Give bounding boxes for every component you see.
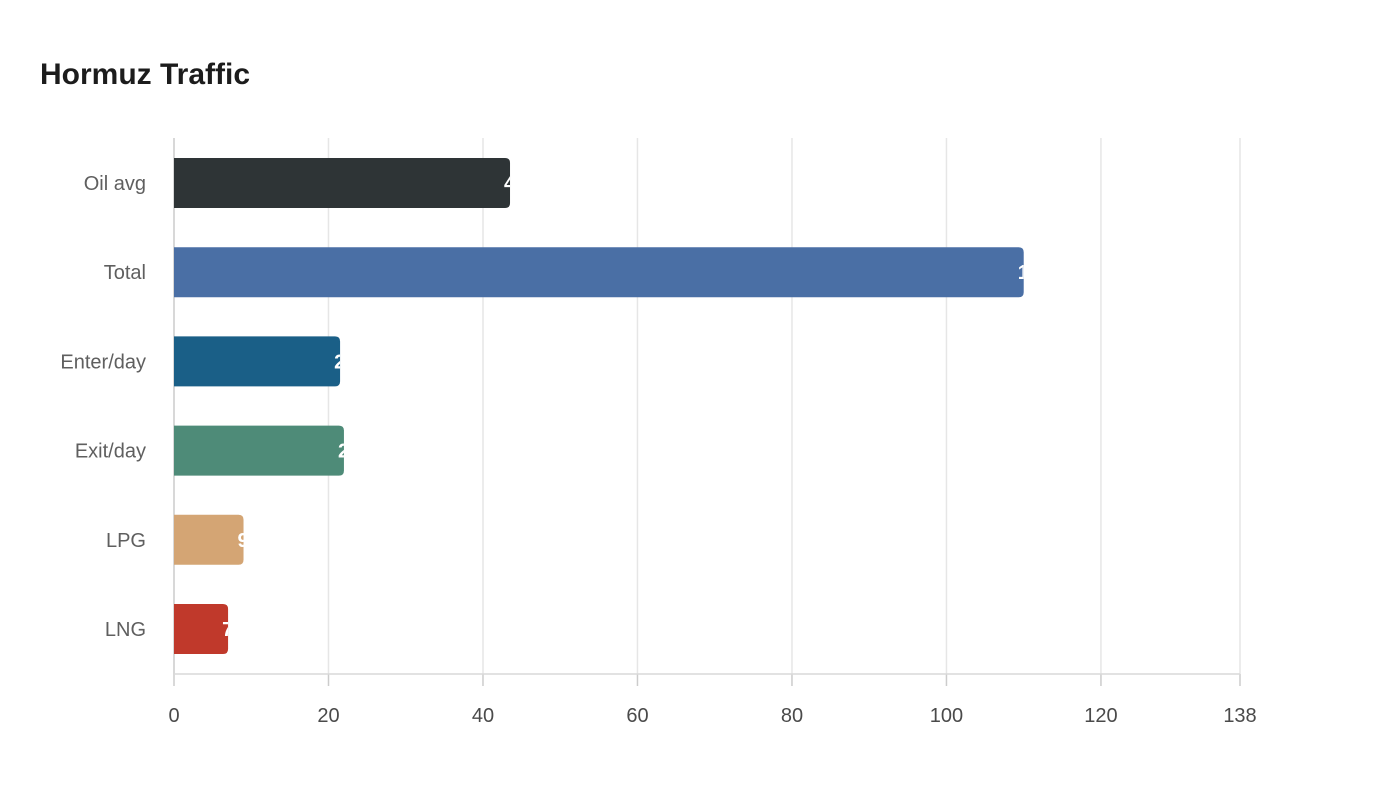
category-label: LNG (105, 619, 146, 641)
bar (174, 514, 244, 565)
category-label: Enter/day (60, 351, 146, 373)
category-label: Oil avg (84, 173, 146, 195)
chart-title: Hormuz Traffic (40, 58, 251, 91)
category-labels: Oil avg Total Enter/day Exit/day LPG LNG (60, 173, 146, 641)
bar (174, 425, 344, 476)
data-label: 43.5 (504, 173, 543, 195)
x-tick-label: 80 (781, 705, 803, 727)
x-tick-label: 40 (472, 705, 494, 727)
category-label: LPG (106, 530, 146, 552)
data-label: 21.5 (334, 351, 373, 373)
x-tick-label: 120 (1084, 705, 1117, 727)
data-labels: 43.5 110 21.5 22 9 7 (222, 173, 1050, 641)
x-tick-label: 20 (317, 705, 339, 727)
bar (174, 336, 341, 387)
data-label: 7 (222, 619, 233, 641)
x-tick-label: 138 (1223, 705, 1256, 727)
bar (174, 247, 1024, 298)
data-label: 110 (1018, 262, 1050, 284)
category-label: Exit/day (75, 441, 146, 463)
bar (174, 158, 511, 208)
bar (174, 604, 229, 654)
bars (174, 158, 1024, 654)
data-label: 9 (238, 530, 249, 552)
category-label: Total (104, 262, 146, 284)
data-label: 22 (338, 441, 360, 463)
grid-lines (327, 138, 1241, 674)
x-tick-label: 0 (168, 705, 179, 727)
axes (173, 138, 1241, 686)
tick-labels: 0 20 40 60 80 100 120 138 (168, 705, 1256, 727)
x-tick-label: 100 (930, 705, 963, 727)
x-tick-label: 60 (626, 705, 648, 727)
